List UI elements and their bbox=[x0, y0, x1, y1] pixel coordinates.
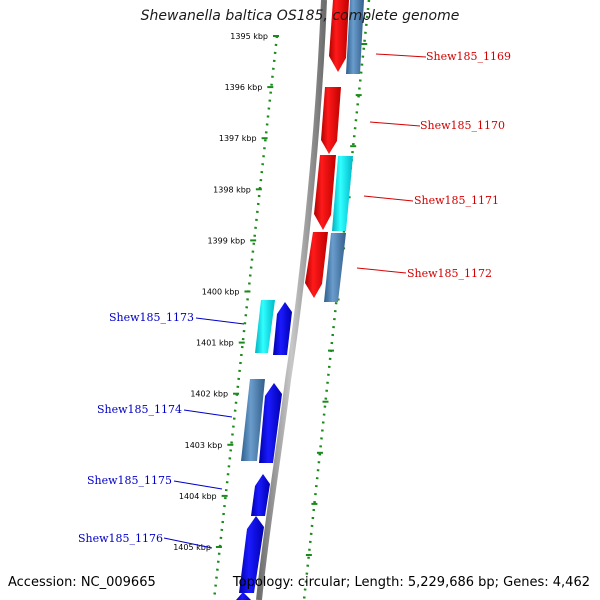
gene-arrow-blue-1173b[interactable] bbox=[273, 302, 292, 355]
gene-label-shew185-1170[interactable]: Shew185_1170 bbox=[420, 119, 505, 132]
scale-tick-label: 1404 kbp bbox=[179, 492, 217, 501]
scale-tick-label: 1401 kbp bbox=[196, 339, 234, 348]
gene-arrow-shew185-1169[interactable] bbox=[329, 0, 349, 72]
gene-label-shew185-1175[interactable]: Shew185_1175 bbox=[87, 474, 172, 487]
gene-arrow-shew185-1175[interactable] bbox=[251, 474, 270, 516]
gene-arrow-steel-2[interactable] bbox=[324, 233, 346, 302]
scale-tick-label: 1397 kbp bbox=[219, 134, 257, 143]
leader-shew185-1172 bbox=[356, 267, 407, 274]
gene-arrow-shew185-1171[interactable] bbox=[314, 155, 336, 230]
scale-tick-label: 1403 kbp bbox=[185, 441, 223, 450]
scale-tick-label: 1402 kbp bbox=[190, 390, 228, 399]
gene-arrow-cyan-forward[interactable] bbox=[332, 156, 353, 231]
scale-tick-label: 1400 kbp bbox=[202, 288, 240, 297]
leader-shew185-1176 bbox=[163, 537, 213, 549]
leader-shew185-1174 bbox=[183, 409, 233, 418]
gene-label-shew185-1171[interactable]: Shew185_1171 bbox=[414, 194, 499, 207]
genome-backbone bbox=[256, 0, 327, 600]
gene-arrow-steel-1[interactable] bbox=[346, 0, 364, 74]
gene-label-shew185-1176[interactable]: Shew185_1176 bbox=[78, 532, 163, 545]
gene-arrow-shew185-1176[interactable] bbox=[239, 516, 264, 593]
leader-shew185-1169 bbox=[375, 53, 427, 58]
accession-text: Accession: NC_009665 bbox=[8, 575, 156, 590]
gene-arrow-shew185-1172[interactable] bbox=[305, 232, 328, 298]
gene-label-shew185-1173[interactable]: Shew185_1173 bbox=[109, 311, 194, 324]
leader-shew185-1175 bbox=[173, 480, 223, 490]
gene-label-shew185-1172[interactable]: Shew185_1172 bbox=[407, 267, 492, 280]
gene-labels: Shew185_1169 Shew185_1170 Shew185_1171 Shew… bbox=[78, 50, 511, 545]
scale-track-left bbox=[212, 35, 279, 600]
gene-label-shew185-1169[interactable]: Shew185_1169 bbox=[426, 50, 511, 63]
leader-shew185-1170 bbox=[369, 121, 421, 127]
scale-tick-label: 1398 kbp bbox=[213, 185, 251, 194]
genome-summary-text: Topology: circular; Length: 5,229,686 bp… bbox=[232, 575, 590, 590]
leader-shew185-1173 bbox=[195, 317, 245, 325]
gene-label-shew185-1174[interactable]: Shew185_1174 bbox=[97, 403, 182, 416]
gene-arrow-shew185-1174[interactable] bbox=[241, 379, 265, 461]
scale-tick-label: 1399 kbp bbox=[207, 236, 245, 245]
leader-shew185-1171 bbox=[363, 195, 414, 202]
gene-arrow-shew185-1173[interactable] bbox=[255, 300, 275, 353]
gene-arrow-shew185-1170[interactable] bbox=[321, 87, 341, 154]
scale-tick-label: 1396 kbp bbox=[225, 83, 263, 92]
scale-ticks: 1395 kbp 1396 kbp 1397 kbp 1398 kbp 1399 kbp… bbox=[173, 32, 279, 552]
gene-arrow-blue-bottom[interactable] bbox=[236, 592, 251, 600]
scale-tick-label: 1405 kbp bbox=[173, 543, 211, 552]
scale-tick-label: 1395 kbp bbox=[230, 32, 268, 41]
map-title: Shewanella baltica OS185, complete genom… bbox=[140, 8, 460, 24]
gene-arrow-blue-1174b[interactable] bbox=[259, 383, 282, 463]
